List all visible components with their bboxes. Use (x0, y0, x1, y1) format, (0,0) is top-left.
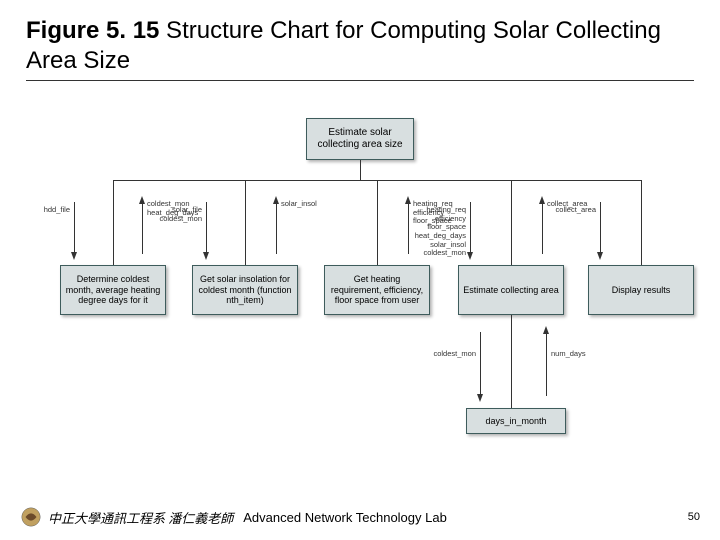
child-stem (641, 180, 642, 265)
footer-en-text: Advanced Network Technology Lab (243, 510, 447, 525)
arrow-up-icon (405, 196, 411, 204)
io-out-1: solar_insol (281, 200, 345, 209)
arrow-line (408, 202, 409, 254)
child-node-4: Display results (588, 265, 694, 315)
gc-io-in: coldest_mon (422, 350, 476, 359)
io-in-3: heating_req efficiency floor_space heat_… (414, 206, 466, 258)
lab-logo-icon (20, 506, 42, 528)
arrow-down-icon (71, 252, 77, 260)
arrow-line (470, 202, 471, 254)
child-stem (113, 180, 114, 265)
io-in-0: hdd_file (18, 206, 70, 215)
arrow-down-icon (467, 252, 473, 260)
arrow-line (206, 202, 207, 254)
arrow-up-icon (273, 196, 279, 204)
arrow-down-icon (203, 252, 209, 260)
arrow-up-icon (139, 196, 145, 204)
child-node-0: Determine coldest month, average heating… (60, 265, 166, 315)
arrow-line (276, 202, 277, 254)
slide-title: Figure 5. 15 Structure Chart for Computi… (26, 16, 694, 81)
gc-io-out: num_days (551, 350, 605, 359)
arrow-line (142, 202, 143, 254)
root-stem (360, 160, 361, 180)
gc-stem2 (511, 326, 512, 408)
footer-cn-text: 中正大學通訊工程系 潘仁義老師 (48, 508, 233, 527)
structure-chart: Estimate solar collecting area size Deter… (30, 110, 690, 470)
arrow-down-icon (477, 394, 483, 402)
page-number: 50 (688, 511, 700, 523)
arrow-down-icon (597, 252, 603, 260)
arrow-line (74, 202, 75, 254)
figure-number: Figure 5. 15 (26, 17, 159, 44)
child-stem (377, 180, 378, 265)
child-node-3: Estimate collecting area (458, 265, 564, 315)
arrow-line (600, 202, 601, 254)
arrow-line (480, 332, 481, 396)
gc-stem (511, 315, 512, 326)
grandchild-node: days_in_month (466, 408, 566, 434)
root-node: Estimate solar collecting area size (306, 118, 414, 160)
child-stem (245, 180, 246, 265)
slide-footer: 中正大學通訊工程系 潘仁義老師 Advanced Network Technol… (0, 506, 720, 528)
child-node-2: Get heating requirement, efficiency, flo… (324, 265, 430, 315)
arrow-up-icon (539, 196, 545, 204)
arrow-line (546, 332, 547, 396)
arrow-up-icon (543, 326, 549, 334)
child-stem (511, 180, 512, 265)
arrow-line (542, 202, 543, 254)
io-in-4: collect_area (544, 206, 596, 215)
child-node-1: Get solar insolation for coldest month (… (192, 265, 298, 315)
io-in-1: solar_file coldest_mon (150, 206, 202, 223)
